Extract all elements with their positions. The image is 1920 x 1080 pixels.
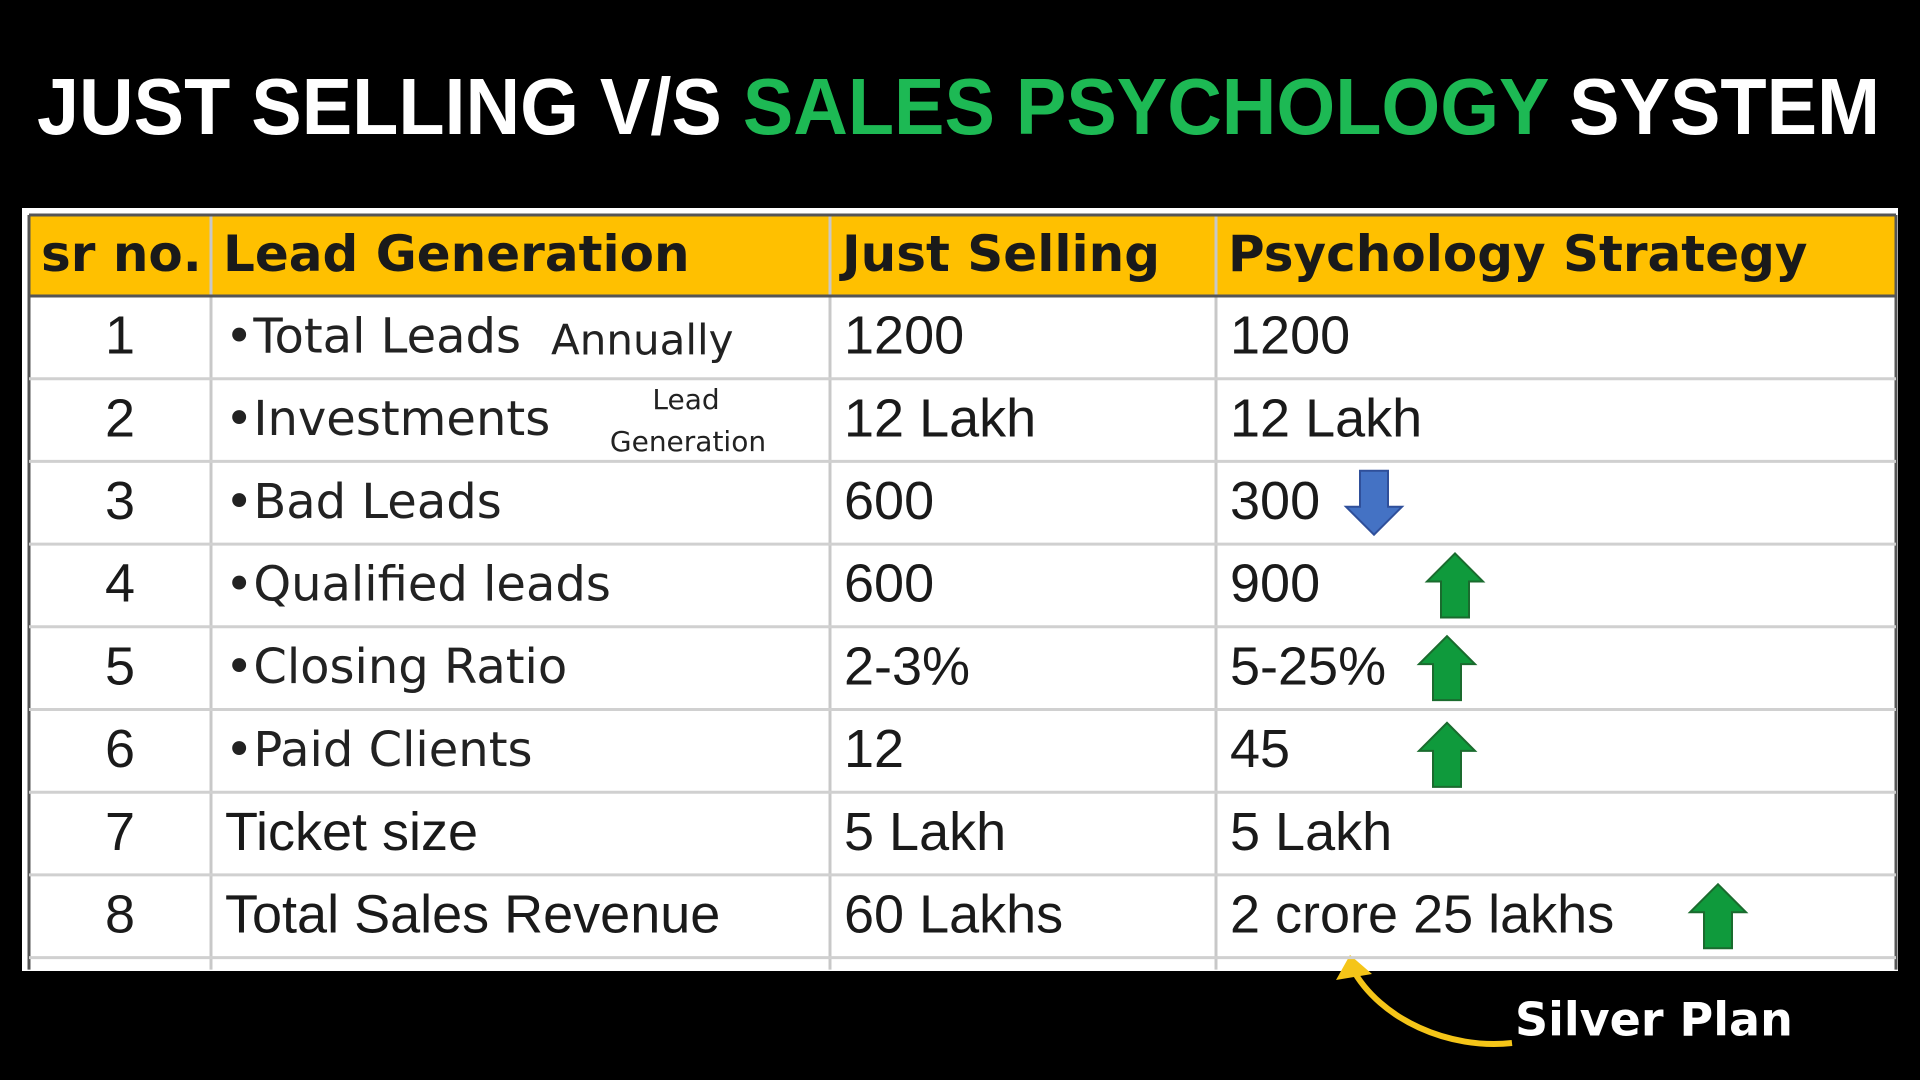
cell: •Paid Clients <box>225 722 533 778</box>
annotation: Generation <box>610 425 766 458</box>
cell: 1 <box>105 306 135 366</box>
cell: •Closing Ratio <box>225 639 567 695</box>
title: JUST SELLING V/S SALES PSYCHOLOGY SYSTEM <box>37 62 1880 151</box>
cell: 12 Lakh <box>1230 388 1422 448</box>
cell: •Bad Leads <box>225 474 502 530</box>
arrow-head <box>1336 955 1372 980</box>
annotation: Annually <box>551 316 734 365</box>
cell: 1200 <box>1230 306 1350 366</box>
cell: 45 <box>1230 719 1290 779</box>
title-part: SYSTEM <box>1569 62 1880 151</box>
column-header: Just Selling <box>839 225 1160 283</box>
column-header: Psychology Strategy <box>1228 225 1808 283</box>
cell: 900 <box>1230 554 1320 614</box>
cell: 12 <box>844 719 904 779</box>
cell: 600 <box>844 471 934 531</box>
title-space <box>722 62 743 151</box>
title-part: JUST SELLING V/S <box>37 62 722 151</box>
silver-plan: Silver Plan <box>1515 993 1793 1047</box>
cell: 3 <box>105 471 135 531</box>
cell: 12 Lakh <box>844 388 1036 448</box>
cell: 600 <box>844 554 934 614</box>
cell: 5 <box>105 636 135 696</box>
cell: 1200 <box>844 306 964 366</box>
cell: 4 <box>105 554 135 614</box>
cell: 300 <box>1230 471 1320 531</box>
column-header: sr no. <box>41 225 202 283</box>
cell: 60 Lakhs <box>844 885 1063 945</box>
cell: 2 crore 25 lakhs <box>1230 885 1614 945</box>
table-bg <box>22 208 1898 971</box>
cell: 2 <box>105 388 135 448</box>
annotation: Lead <box>652 383 719 416</box>
cell: •Investments <box>225 391 550 447</box>
up-arrow <box>1424 552 1486 619</box>
curved-arrow <box>1349 966 1513 1047</box>
up-arrow <box>1416 721 1478 788</box>
cell: 2-3% <box>844 636 970 696</box>
column-header: Lead Generation <box>223 225 690 283</box>
up-arrow <box>1416 634 1478 702</box>
cell: 5 Lakh <box>1230 802 1392 862</box>
title-space <box>1548 62 1569 151</box>
cell: Total Sales Revenue <box>225 885 720 945</box>
title-part: SALES PSYCHOLOGY <box>743 62 1549 151</box>
cell: 5-25% <box>1230 636 1386 696</box>
cell: 5 Lakh <box>844 802 1006 862</box>
cell: Ticket size <box>225 802 478 862</box>
cell: 8 <box>105 885 135 945</box>
header-row <box>29 215 1896 296</box>
down-arrow <box>1343 469 1405 537</box>
cell: •Total Leads <box>225 308 521 364</box>
cell: •Qualified leads <box>225 556 611 612</box>
up-arrow <box>1687 882 1749 950</box>
cell: 6 <box>105 719 135 779</box>
cell: 7 <box>105 802 135 862</box>
